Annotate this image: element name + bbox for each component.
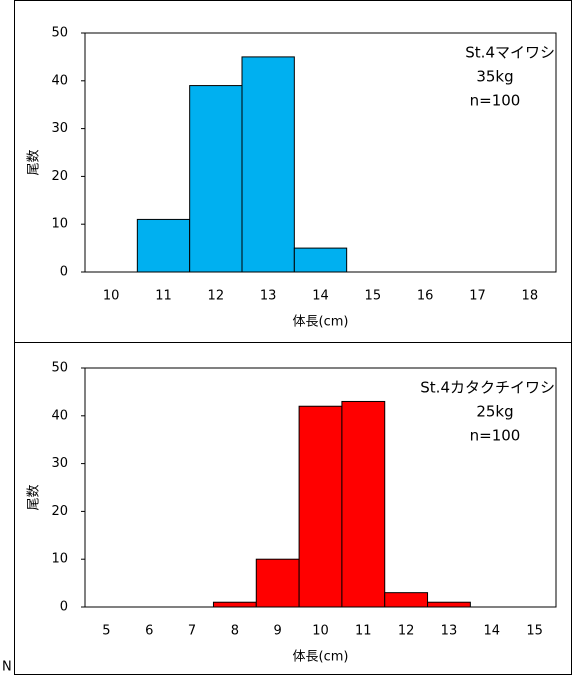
y-tick-label: 30 [51,456,68,471]
x-tick-label: 10 [103,289,120,304]
x-tick-label: 12 [398,624,415,639]
y-tick-label: 10 [51,552,68,567]
y-tick-label: 10 [51,217,68,232]
x-tick-label: 18 [522,289,539,304]
x-tick-label: 10 [312,624,329,639]
x-tick-label: 6 [145,624,153,639]
y-tick-label: 0 [60,600,68,615]
x-tick-label: 13 [260,289,277,304]
y-tick-label: 50 [51,26,68,41]
x-axis-label: 体長(cm) [293,315,349,330]
x-tick-label: 14 [312,289,329,304]
y-tick-label: 20 [51,504,68,519]
x-tick-label: 5 [102,624,110,639]
annotation: 35kg [476,68,513,86]
bar [293,247,348,273]
bar [136,218,191,273]
x-tick-label: 11 [155,289,172,304]
x-tick-label: 13 [441,624,458,639]
annotation: 25kg [476,403,513,421]
x-tick-label: 8 [231,624,239,639]
y-axis-label: 尾数 [27,484,42,510]
x-tick-label: 17 [469,289,486,304]
annotation: n=100 [470,427,521,445]
y-tick-label: 50 [51,361,68,376]
y-tick-label: 20 [51,169,68,184]
x-tick-label: 14 [483,624,500,639]
x-tick-label: 9 [274,624,282,639]
x-tick-label: 15 [526,624,543,639]
x-tick-label: 16 [417,289,434,304]
bar [189,85,243,273]
annotation: St.4マイワシ [465,44,555,62]
y-tick-label: 40 [51,408,68,423]
bar [241,56,295,273]
bar [255,558,300,608]
x-axis-label: 体長(cm) [293,650,349,665]
y-tick-label: 30 [51,121,68,136]
bar [427,601,471,608]
y-tick-label: 40 [51,73,68,88]
x-tick-label: 11 [355,624,372,639]
x-tick-label: 12 [208,289,225,304]
bar [212,601,257,608]
bar [384,592,429,608]
bar [341,400,386,608]
annotation: St.4カタクチイワシ [420,379,555,397]
stray-text: N [2,660,12,675]
y-axis-label: 尾数 [27,149,42,175]
x-tick-label: 15 [365,289,382,304]
bar [298,405,343,608]
x-tick-label: 7 [188,624,196,639]
annotation: n=100 [470,92,521,110]
y-tick-label: 0 [60,265,68,280]
